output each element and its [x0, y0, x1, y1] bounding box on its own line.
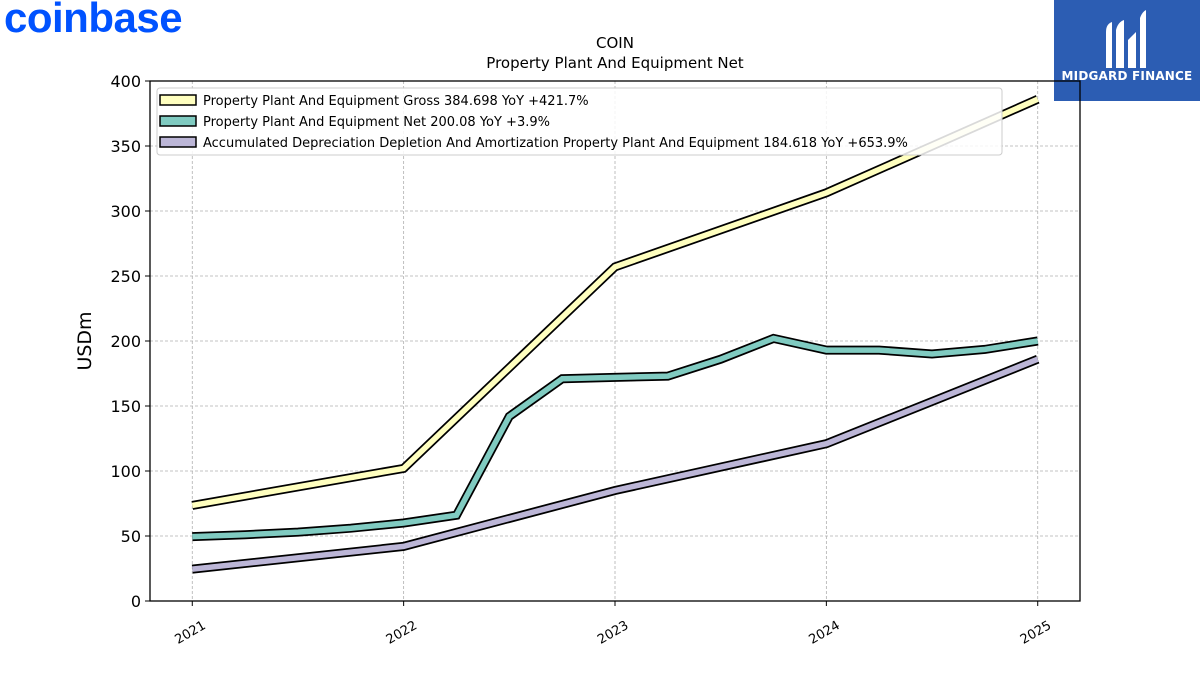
- chart-subtitle: Property Plant And Equipment Net: [486, 54, 743, 72]
- y-tick-label: 0: [131, 592, 141, 611]
- y-tick-label: 150: [110, 397, 141, 416]
- y-tick-label: 350: [110, 137, 141, 156]
- y-tick-label: 400: [110, 72, 141, 91]
- series-lines: [191, 95, 1040, 574]
- chart-title: COIN: [596, 34, 634, 52]
- y-tick-label: 100: [110, 462, 141, 481]
- legend-swatch: [159, 136, 197, 148]
- legend-box: [156, 87, 1003, 156]
- legend-swatch: [159, 94, 197, 106]
- x-tick-label: 2024: [807, 618, 843, 648]
- y-tick-label: 200: [110, 332, 141, 351]
- legend-entry: Property Plant And Equipment Net 200.08 …: [203, 115, 550, 130]
- series-line: [191, 96, 1039, 509]
- coinbase-logo: coinbase: [4, 0, 183, 41]
- legend-swatch: [159, 115, 197, 127]
- series-line: [192, 335, 1039, 540]
- series-line: [192, 356, 1039, 572]
- x-tick-label: 2022: [384, 618, 420, 648]
- grid: [150, 80, 1080, 602]
- legend-entry: Accumulated Depreciation Depletion And A…: [203, 136, 908, 151]
- x-tick-label: 2025: [1018, 618, 1054, 648]
- y-tick-label: 250: [110, 267, 141, 286]
- y-tick-label: 50: [121, 527, 141, 546]
- x-tick-label: 2023: [595, 618, 631, 648]
- legend: Property Plant And Equipment Gross 384.6…: [156, 87, 1003, 156]
- midgard-finance-badge: MIDGARD FINANCE: [1054, 0, 1200, 101]
- midgard-logo-icon: [1106, 10, 1146, 68]
- y-tick-label: 300: [110, 202, 141, 221]
- x-tick-label: 2021: [172, 618, 208, 648]
- legend-entry: Property Plant And Equipment Gross 384.6…: [203, 94, 589, 109]
- y-axis-label: USDm: [74, 311, 96, 370]
- badge-label: MIDGARD FINANCE: [1061, 69, 1193, 83]
